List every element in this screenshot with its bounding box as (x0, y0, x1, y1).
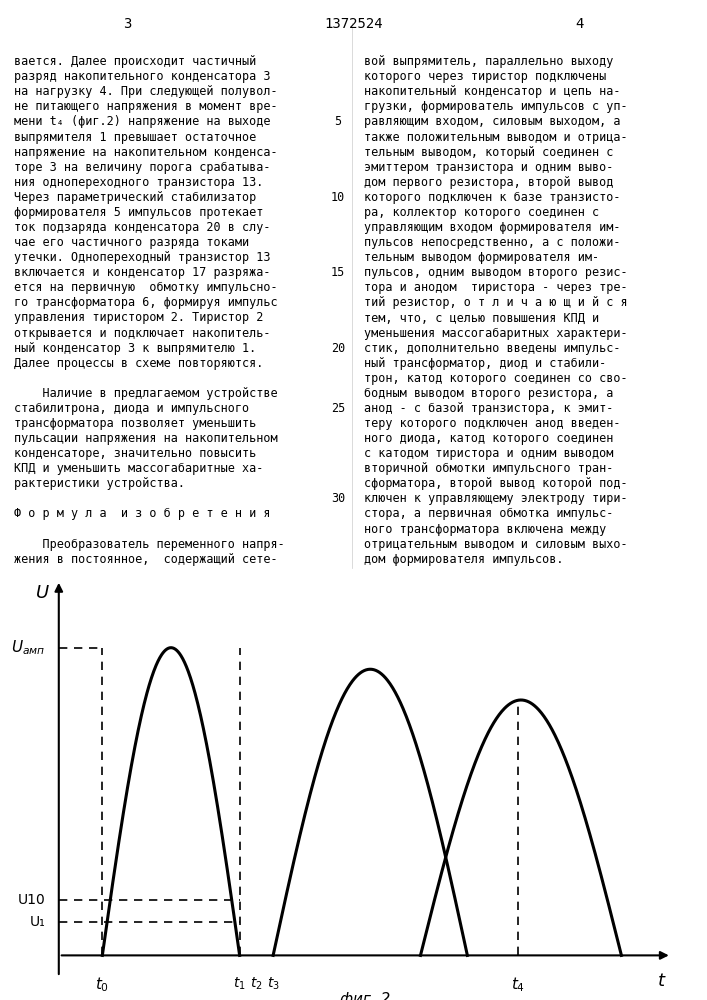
Text: 10: 10 (331, 191, 345, 204)
Text: U: U (35, 584, 49, 602)
Text: стора, а первичная обмотка импульс-: стора, а первичная обмотка импульс- (364, 507, 614, 520)
Text: выпрямителя 1 превышает остаточное: выпрямителя 1 превышает остаточное (14, 130, 257, 143)
Text: пульсации напряжения на накопительном: пульсации напряжения на накопительном (14, 432, 278, 445)
Text: Далее процессы в схеме повторяются.: Далее процессы в схеме повторяются. (14, 357, 264, 370)
Text: 3: 3 (123, 17, 132, 31)
Text: дом формирователя импульсов.: дом формирователя импульсов. (364, 553, 563, 566)
Text: сформатора, второй вывод которой под-: сформатора, второй вывод которой под- (364, 477, 628, 490)
Text: не питающего напряжения в момент вре-: не питающего напряжения в момент вре- (14, 100, 278, 113)
Text: ного трансформатора включена между: ного трансформатора включена между (364, 523, 607, 536)
Text: Преобразователь переменного напря-: Преобразователь переменного напря- (14, 538, 285, 551)
Text: $t_4$: $t_4$ (510, 975, 525, 994)
Text: КПД и уменьшить массогабаритные ха-: КПД и уменьшить массогабаритные ха- (14, 462, 264, 475)
Text: жения в постоянное,  содержащий сете-: жения в постоянное, содержащий сете- (14, 553, 278, 566)
Text: тем, что, с целью повышения КПД и: тем, что, с целью повышения КПД и (364, 311, 600, 324)
Text: вается. Далее происходит частичный: вается. Далее происходит частичный (14, 55, 257, 68)
Text: Через параметрический стабилизатор: Через параметрический стабилизатор (14, 191, 257, 204)
Text: равляющим входом, силовым выходом, а: равляющим входом, силовым выходом, а (364, 115, 621, 128)
Text: теру которого подключен анод введен-: теру которого подключен анод введен- (364, 417, 621, 430)
Text: эмиттером транзистора и одним выво-: эмиттером транзистора и одним выво- (364, 161, 614, 174)
Text: стик, дополнительно введены импульс-: стик, дополнительно введены импульс- (364, 342, 621, 355)
Text: на нагрузку 4. При следующей полувол-: на нагрузку 4. При следующей полувол- (14, 85, 278, 98)
Text: тора и анодом  тиристора - через тре-: тора и анодом тиристора - через тре- (364, 281, 628, 294)
Text: 20: 20 (331, 342, 345, 355)
Text: уменьшения массогабаритных характери-: уменьшения массогабаритных характери- (364, 327, 628, 340)
Text: грузки, формирователь импульсов с уп-: грузки, формирователь импульсов с уп- (364, 100, 628, 113)
Text: ный конденсатор 3 к выпрямителю 1.: ный конденсатор 3 к выпрямителю 1. (14, 342, 257, 355)
Text: торе 3 на величину порога срабатыва-: торе 3 на величину порога срабатыва- (14, 161, 271, 174)
Text: $t_0$: $t_0$ (95, 975, 110, 994)
Text: $U_{амп}$: $U_{амп}$ (11, 638, 45, 657)
Text: управления тиристором 2. Тиристор 2: управления тиристором 2. Тиристор 2 (14, 311, 264, 324)
Text: ключен к управляющему электроду тири-: ключен к управляющему электроду тири- (364, 492, 628, 505)
Text: Ф о р м у л а  и з о б р е т е н и я: Ф о р м у л а и з о б р е т е н и я (14, 507, 271, 520)
Text: рактеристики устройства.: рактеристики устройства. (14, 477, 185, 490)
Text: тельным выводом, который соединен с: тельным выводом, который соединен с (364, 146, 614, 159)
Text: $t_1$: $t_1$ (233, 975, 246, 992)
Text: чае его частичного разряда токами: чае его частичного разряда токами (14, 236, 250, 249)
Text: фиг. 2: фиг. 2 (340, 992, 390, 1000)
Text: U₁: U₁ (30, 915, 45, 929)
Text: го трансформатора 6, формируя импульс: го трансформатора 6, формируя импульс (14, 296, 278, 309)
Text: 1372524: 1372524 (325, 17, 382, 31)
Text: 5: 5 (334, 115, 341, 128)
Text: ного диода, катод которого соединен: ного диода, катод которого соединен (364, 432, 614, 445)
Text: формирователя 5 импульсов протекает: формирователя 5 импульсов протекает (14, 206, 264, 219)
Text: Наличие в предлагаемом устройстве: Наличие в предлагаемом устройстве (14, 387, 278, 400)
Text: ный трансформатор, диод и стабили-: ный трансформатор, диод и стабили- (364, 357, 607, 370)
Text: $t_2$: $t_2$ (250, 975, 263, 992)
Text: пульсов, одним выводом второго резис-: пульсов, одним выводом второго резис- (364, 266, 628, 279)
Text: 30: 30 (331, 492, 345, 505)
Text: также положительным выводом и отрица-: также положительным выводом и отрица- (364, 130, 628, 143)
Text: вторичной обмотки импульсного тран-: вторичной обмотки импульсного тран- (364, 462, 614, 475)
Text: открывается и подключает накопитель-: открывается и подключает накопитель- (14, 327, 271, 340)
Text: отрицательным выводом и силовым выхо-: отрицательным выводом и силовым выхо- (364, 538, 628, 551)
Text: пульсов непосредственно, а с положи-: пульсов непосредственно, а с положи- (364, 236, 621, 249)
Text: ния однопереходного транзистора 13.: ния однопереходного транзистора 13. (14, 176, 264, 189)
Text: тий резистор, о т л и ч а ю щ и й с я: тий резистор, о т л и ч а ю щ и й с я (364, 296, 628, 309)
Text: $t_3$: $t_3$ (267, 975, 279, 992)
Text: управляющим входом формирователя им-: управляющим входом формирователя им- (364, 221, 621, 234)
Text: анод - с базой транзистора, к эмит-: анод - с базой транзистора, к эмит- (364, 402, 614, 415)
Text: тельным выводом формирователя им-: тельным выводом формирователя им- (364, 251, 600, 264)
Text: утечки. Однопереходный транзистор 13: утечки. Однопереходный транзистор 13 (14, 251, 271, 264)
Text: с катодом тиристора и одним выводом: с катодом тиристора и одним выводом (364, 447, 614, 460)
Text: ра, коллектор которого соединен с: ра, коллектор которого соединен с (364, 206, 600, 219)
Text: 15: 15 (331, 266, 345, 279)
Text: разряд накопительного конденсатора 3: разряд накопительного конденсатора 3 (14, 70, 271, 83)
Text: трон, катод которого соединен со сво-: трон, катод которого соединен со сво- (364, 372, 628, 385)
Text: t: t (658, 972, 665, 990)
Text: включается и конденсатор 17 разряжа-: включается и конденсатор 17 разряжа- (14, 266, 271, 279)
Text: ток подзаряда конденсатора 20 в слу-: ток подзаряда конденсатора 20 в слу- (14, 221, 271, 234)
Text: бодным выводом второго резистора, а: бодным выводом второго резистора, а (364, 387, 614, 400)
Text: мени t₄ (фиг.2) напряжение на выходе: мени t₄ (фиг.2) напряжение на выходе (14, 115, 271, 128)
Text: конденсаторе, значительно повысить: конденсаторе, значительно повысить (14, 447, 257, 460)
Text: дом первого резистора, второй вывод: дом первого резистора, второй вывод (364, 176, 614, 189)
Text: которого через тиристор подключены: которого через тиристор подключены (364, 70, 607, 83)
Text: трансформатора позволяет уменьшить: трансформатора позволяет уменьшить (14, 417, 257, 430)
Text: которого подключен к базе транзисто-: которого подключен к базе транзисто- (364, 191, 621, 204)
Text: U10: U10 (18, 893, 45, 907)
Text: стабилитрона, диода и импульсного: стабилитрона, диода и импульсного (14, 402, 250, 415)
Text: накопительный конденсатор и цепь на-: накопительный конденсатор и цепь на- (364, 85, 621, 98)
Text: 25: 25 (331, 402, 345, 415)
Text: 4: 4 (575, 17, 584, 31)
Text: напряжение на накопительном конденса-: напряжение на накопительном конденса- (14, 146, 278, 159)
Text: вой выпрямитель, параллельно выходу: вой выпрямитель, параллельно выходу (364, 55, 614, 68)
Text: ется на первичную  обмотку импульсно-: ется на первичную обмотку импульсно- (14, 281, 278, 294)
